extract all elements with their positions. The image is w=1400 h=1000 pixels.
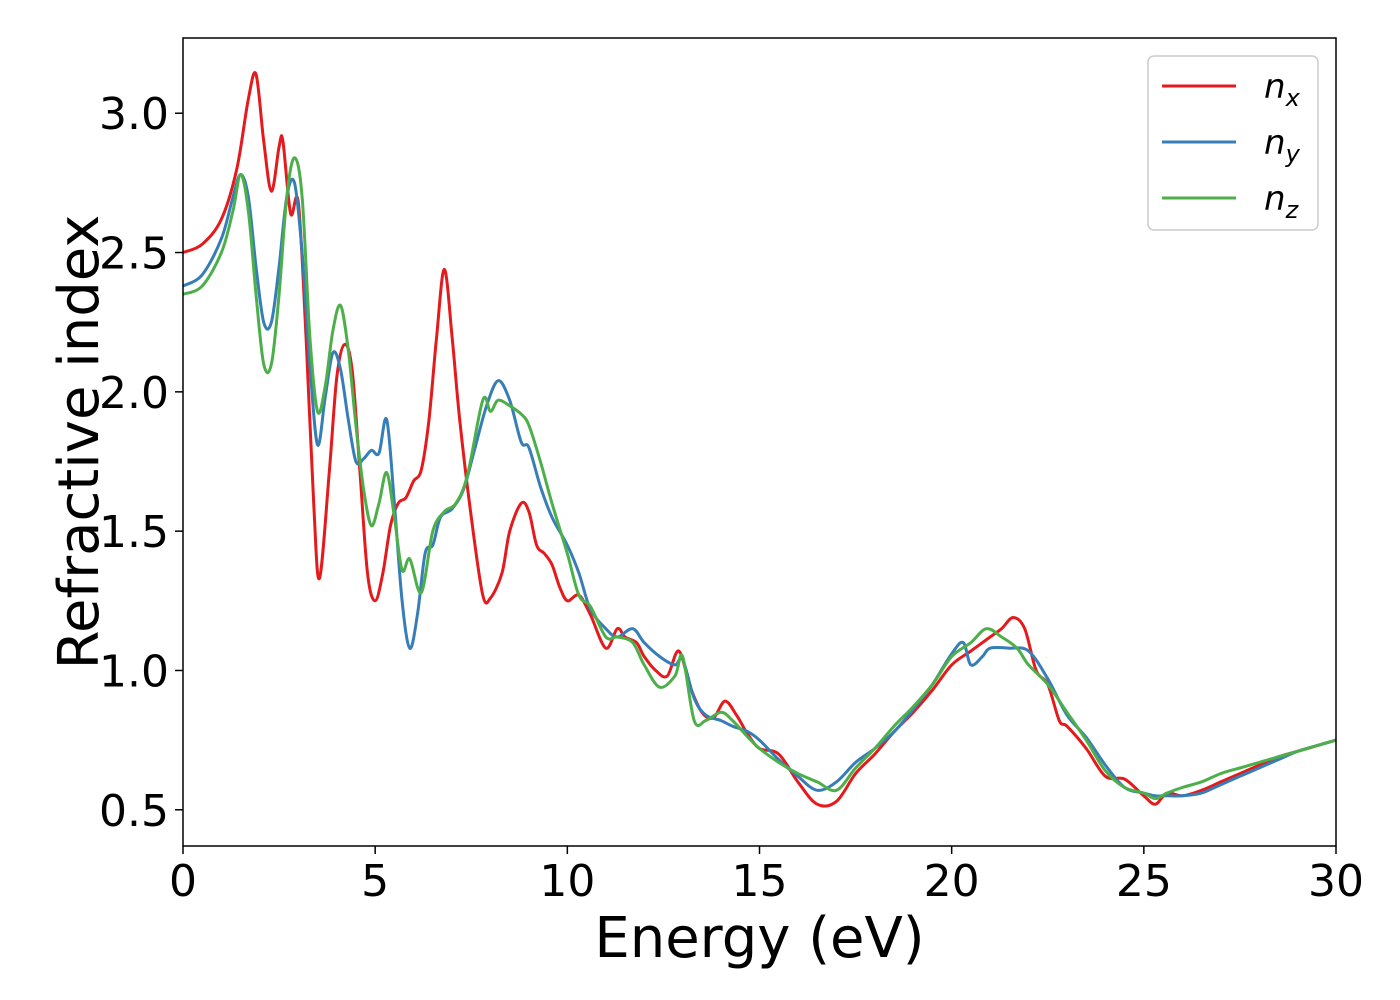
x-tick-label: 20 — [924, 856, 980, 907]
x-tick-label: 30 — [1308, 856, 1364, 907]
x-tick-label: 15 — [732, 856, 788, 907]
y-axis: 0.5 1.0 1.5 2.0 2.5 3.0 — [99, 89, 183, 837]
y-tick-label: 2.5 — [99, 229, 169, 280]
y-tick-label: 0.5 — [99, 786, 169, 837]
legend-entry-nx: nx — [1264, 67, 1301, 112]
x-axis-label: Energy (eV) — [594, 906, 924, 971]
series-line-ny — [183, 173, 1336, 798]
x-tick-label: 25 — [1116, 856, 1172, 907]
legend-entry-nz: nz — [1264, 179, 1300, 224]
x-tick-label: 5 — [361, 856, 389, 907]
series-layer — [183, 71, 1336, 808]
x-tick-label: 10 — [539, 856, 595, 907]
x-tick-label: 0 — [169, 856, 197, 907]
y-tick-label: 2.0 — [99, 368, 169, 419]
legend: nx ny nz — [1147, 55, 1319, 231]
y-tick-label: 1.5 — [99, 507, 169, 558]
y-tick-label: 1.0 — [99, 646, 169, 697]
legend-entry-ny: ny — [1264, 123, 1301, 168]
y-axis-label: Refractive index — [47, 215, 112, 670]
series-line-nz — [183, 156, 1336, 801]
series-line-nx — [183, 71, 1336, 808]
x-axis: 0 5 10 15 20 25 30 — [169, 846, 1364, 907]
y-tick-label: 3.0 — [99, 89, 169, 140]
